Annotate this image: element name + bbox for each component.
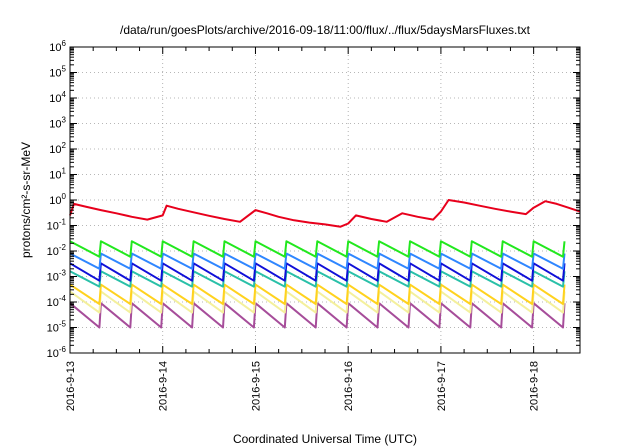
y-tick-label: 106	[49, 39, 66, 54]
y-tick-label: 10-4	[47, 294, 67, 309]
series-line	[69, 302, 566, 329]
y-tick-label: 10-6	[47, 345, 67, 360]
x-tick-label: 2016-9-15	[250, 361, 262, 411]
x-tick-label: 2016-9-17	[436, 361, 448, 411]
y-axis-label: protons/cm²-s-sr-MeV	[19, 142, 33, 258]
x-tick-label: 2016-9-18	[529, 361, 541, 411]
y-tick-label: 104	[49, 90, 66, 105]
series-line	[69, 283, 566, 305]
y-tick-label: 10-5	[47, 320, 67, 335]
y-tick-label: 10-3	[47, 269, 67, 284]
y-tick-label: 101	[49, 167, 66, 182]
y-tick-label: 102	[49, 141, 66, 156]
series-line	[69, 199, 581, 228]
chart-title: /data/run/goesPlots/archive/2016-09-18/1…	[120, 23, 531, 37]
series-line	[69, 262, 566, 282]
x-axis-ticks: 2016-9-13 2016-9-14 2016-9-15 2016-9-16 2016…	[65, 47, 558, 411]
y-tick-label: 103	[49, 116, 66, 131]
x-tick-label: 2016-9-16	[343, 361, 355, 411]
series-group	[69, 199, 581, 329]
y-tick-label: 100	[49, 192, 66, 207]
series-line	[69, 252, 566, 270]
x-axis-label: Coordinated Universal Time (UTC)	[233, 432, 417, 446]
y-axis-ticks: 10-6 10-5 10-4 10-3 10-2 10-1 100 101 102 103 104 1…	[47, 39, 580, 360]
x-tick-label: 2016-9-14	[158, 361, 170, 411]
x-tick-label: 2016-9-13	[65, 361, 77, 411]
grid-lines	[70, 47, 580, 353]
y-tick-label: 105	[49, 65, 66, 80]
y-tick-label: 10-2	[47, 243, 67, 258]
series-line	[69, 240, 566, 258]
y-tick-label: 10-1	[47, 218, 67, 233]
